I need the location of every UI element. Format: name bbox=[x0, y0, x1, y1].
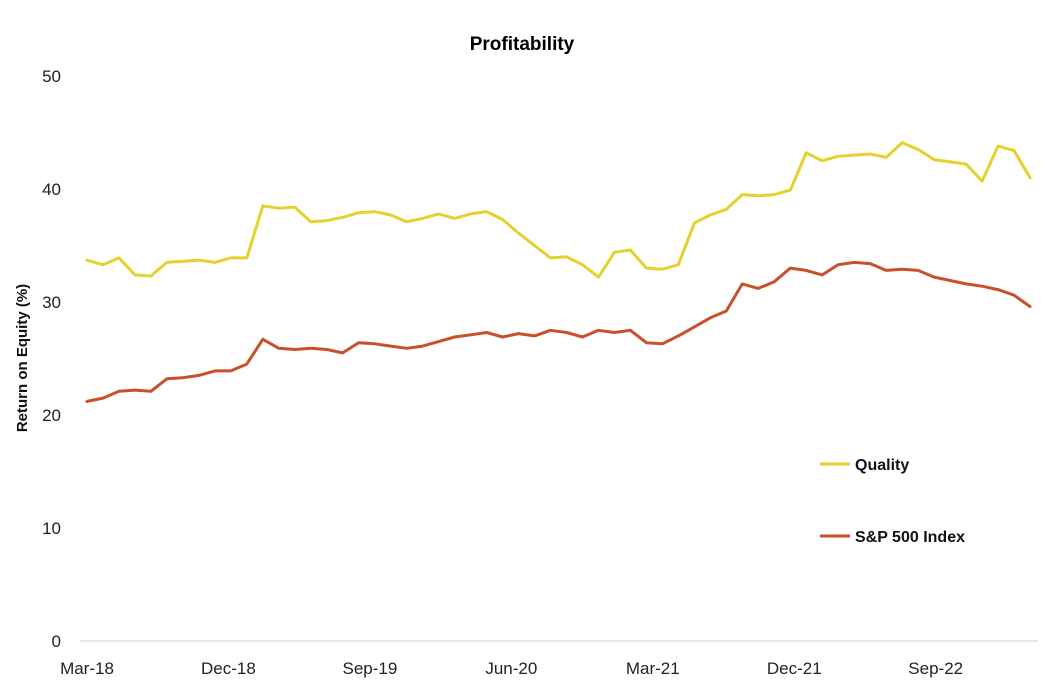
x-tick-label: Dec-21 bbox=[767, 659, 822, 678]
series-lines bbox=[85, 141, 1032, 403]
x-axis-ticks: Mar-18 Dec-18 Sep-19 Jun-20 Mar-21 Dec-21 Sep-… bbox=[60, 659, 963, 678]
y-tick-label: 20 bbox=[42, 406, 61, 425]
legend-label-sp500: S&P 500 Index bbox=[855, 529, 965, 546]
series-line-s-p-500-index bbox=[85, 260, 1032, 403]
y-axis-label: Return on Equity (%) bbox=[14, 284, 31, 432]
chart-title: Profitability bbox=[470, 34, 575, 55]
y-tick-label: 50 bbox=[42, 67, 61, 86]
y-tick-label: 30 bbox=[42, 293, 61, 312]
x-tick-label: Mar-18 bbox=[60, 659, 114, 678]
series-line-quality bbox=[85, 141, 1032, 279]
legend-label-quality: Quality bbox=[855, 457, 909, 474]
y-tick-label: 10 bbox=[42, 519, 61, 538]
x-tick-label: Mar-21 bbox=[626, 659, 680, 678]
x-tick-label: Sep-22 bbox=[908, 659, 963, 678]
legend: Quality S&P 500 Index bbox=[820, 457, 965, 546]
y-tick-label: 0 bbox=[52, 632, 61, 651]
x-tick-label: Sep-19 bbox=[342, 659, 397, 678]
y-axis-ticks: 0 10 20 30 40 50 bbox=[42, 67, 61, 651]
x-tick-label: Jun-20 bbox=[485, 659, 537, 678]
y-tick-label: 40 bbox=[42, 180, 61, 199]
x-tick-label: Dec-18 bbox=[201, 659, 256, 678]
